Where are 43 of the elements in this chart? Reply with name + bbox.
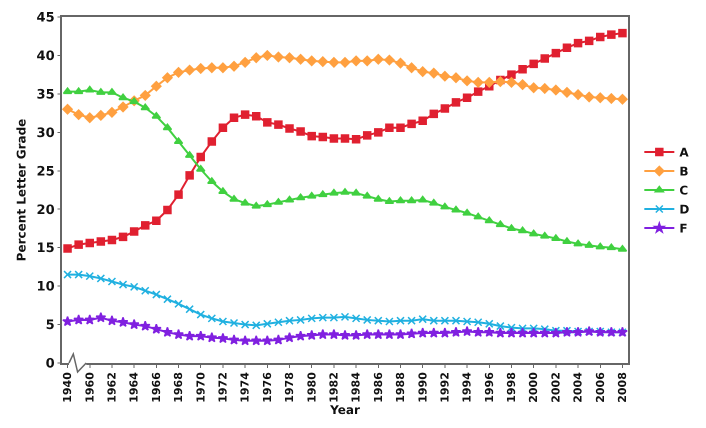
x-tick-label: 1982: [327, 372, 340, 403]
y-tick-label: 5: [46, 318, 55, 334]
x-tick-label: 1970: [194, 372, 208, 403]
x-tick-label: 1986: [372, 372, 385, 403]
y-tick-label: 15: [36, 241, 55, 256]
legend-label: A: [679, 146, 690, 160]
y-tick-label: 45: [36, 10, 55, 26]
x-tick-label: 1992: [438, 372, 452, 403]
legend-label: B: [679, 164, 688, 179]
x-tick-label: 2004: [572, 372, 585, 403]
y-axis-title: Percent Letter Grade: [14, 118, 28, 262]
x-tick-label: 1976: [260, 372, 274, 403]
y-tick-label: 0: [46, 356, 55, 372]
y-tick-label: 10: [36, 280, 55, 295]
x-tick-label: 1960: [83, 372, 96, 403]
x-tick-label: 1984: [350, 372, 363, 403]
x-tick-label: 1964: [128, 372, 141, 403]
x-tick-label: 2000: [527, 372, 540, 403]
legend-label: D: [679, 202, 690, 217]
x-tick-label: 1966: [150, 372, 163, 403]
y-tick-label: 30: [36, 126, 55, 141]
x-tick-label: 2002: [549, 372, 562, 403]
x-tick-label: 1962: [106, 372, 119, 403]
y-tick-label: 25: [36, 164, 55, 180]
x-tick-label: 1996: [482, 372, 496, 403]
x-tick-label: 1988: [394, 372, 408, 403]
x-tick-label: 1978: [283, 372, 296, 403]
x-tick-label: 2006: [594, 372, 607, 403]
y-tick-label: 40: [36, 48, 55, 64]
x-tick-label: 1972: [216, 372, 230, 403]
x-tick-label: 1998: [505, 372, 518, 403]
x-tick-label: 1968: [172, 372, 186, 403]
legend-label: C: [679, 184, 688, 198]
x-tick-label: 1994: [460, 372, 474, 403]
x-tick-label: 2008: [616, 372, 630, 403]
x-tick-label: 1980: [305, 372, 318, 403]
legend-label: F: [679, 222, 688, 236]
x-tick-label: 1990: [416, 372, 430, 403]
x-tick-label: 1974: [238, 372, 252, 403]
y-tick-label: 20: [36, 202, 55, 218]
x-tick-label: 1940: [61, 372, 74, 403]
y-tick-label: 35: [36, 87, 55, 102]
x-axis-title: Year: [329, 403, 360, 418]
